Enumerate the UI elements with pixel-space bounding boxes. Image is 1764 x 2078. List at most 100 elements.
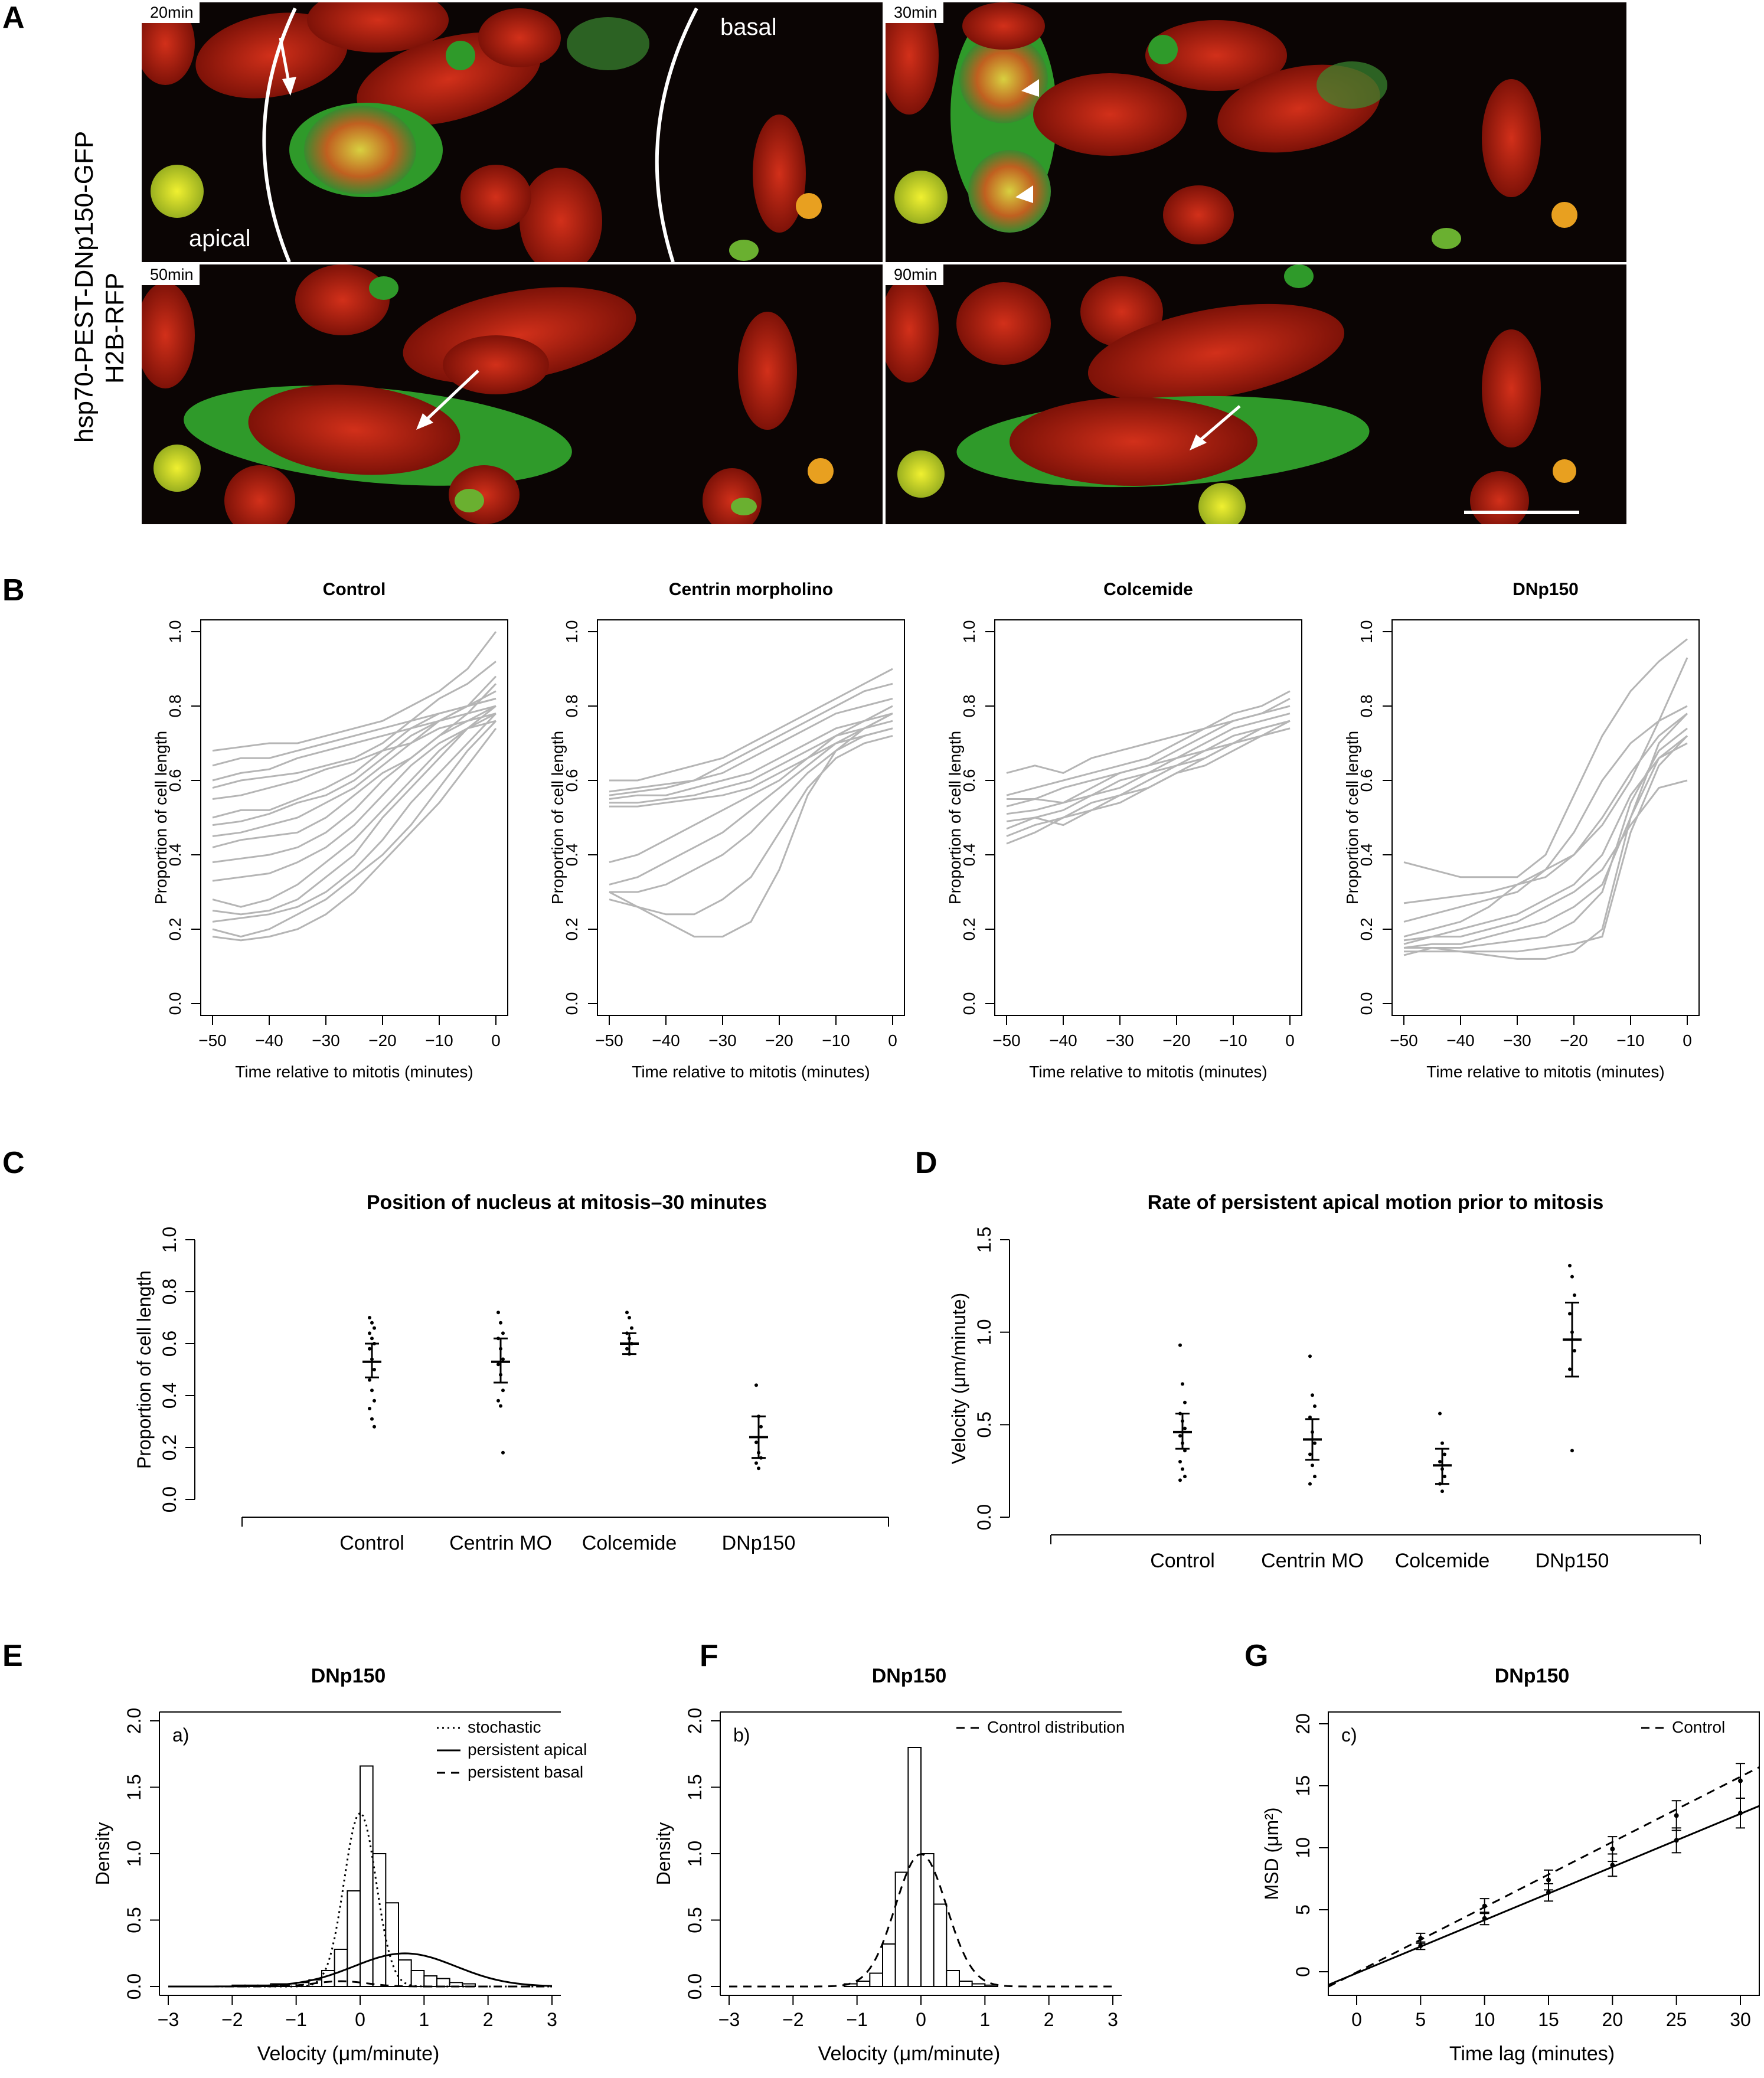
- panel-letter-d: D: [915, 1146, 937, 1180]
- legend-label: Control distribution: [987, 1718, 1125, 1736]
- dot-plot-c: Position of nucleus at mitosis–30 minute…: [133, 1191, 889, 1554]
- x-tick-label: −10: [1219, 1031, 1247, 1050]
- data-point: [1570, 1275, 1574, 1279]
- fit-line-solid: [1328, 1805, 1760, 1986]
- data-point: [1313, 1441, 1317, 1445]
- series-line-2: [1006, 690, 1291, 796]
- chart-title: DNp150: [872, 1665, 947, 1687]
- msd-point: [1674, 1813, 1679, 1818]
- x-axis-label: Time relative to mitotis (minutes): [1029, 1063, 1268, 1081]
- y-axis-label: Velocity (μm/minute): [948, 1293, 969, 1465]
- series-line-3: [1403, 705, 1688, 923]
- y-tick-label: 0.4: [1357, 844, 1376, 867]
- y-axis-label: Density: [92, 1822, 113, 1886]
- series-line-5: [609, 720, 893, 804]
- category-label: Colcemide: [582, 1532, 677, 1554]
- x-tick-label: 10: [1474, 2009, 1495, 2030]
- line-plot-b-centrin: Centrin morpholino 0.0 0.2 0.4 0.6 0.8 1.0 −50 −…: [548, 580, 905, 1081]
- series-line-16: [212, 727, 497, 942]
- y-axis-label: Proportion of cell length: [946, 731, 964, 904]
- y-tick-label: 0.2: [159, 1435, 180, 1461]
- y-tick-label: 20: [1292, 1713, 1314, 1734]
- chart-title: Control: [323, 580, 386, 599]
- y-tick-label: 1.5: [684, 1774, 705, 1800]
- data-point: [1568, 1312, 1572, 1316]
- series-line-11: [609, 713, 893, 938]
- panel-letter-a: A: [2, 1, 25, 35]
- data-point: [1308, 1452, 1312, 1456]
- legend-label: persistent basal: [468, 1763, 583, 1781]
- category-label: DNp150: [722, 1532, 796, 1554]
- histogram-f: DNp150 b) Control distribution −3 −2 −1 0 1 2 3 0.…: [653, 1665, 1125, 2065]
- x-tick-label: −40: [255, 1031, 283, 1050]
- y-tick-label: 0.0: [166, 992, 184, 1015]
- data-point: [368, 1331, 371, 1335]
- series-line-6: [212, 697, 496, 819]
- histogram-bar: [946, 1970, 960, 1987]
- y-tick-label: 5: [1292, 1904, 1314, 1915]
- x-axis-label: Time relative to mitotis (minutes): [235, 1063, 473, 1081]
- series-line-10: [212, 683, 497, 864]
- x-tick-label: 1: [979, 2009, 990, 2030]
- y-tick-label: 0.6: [563, 769, 581, 792]
- series-line-3: [609, 697, 893, 796]
- y-tick-label: 0.0: [563, 992, 581, 1015]
- curve-persistent-basal: [168, 1980, 552, 1988]
- y-tick-label: 1.0: [123, 1841, 145, 1867]
- y-tick-label: 0.0: [159, 1486, 180, 1512]
- plot-frame: [1328, 1711, 1760, 1996]
- series-line-10: [609, 734, 893, 916]
- data-point: [1440, 1489, 1444, 1494]
- data-point: [368, 1378, 371, 1382]
- series-line-7: [1403, 742, 1688, 949]
- x-axis-label: Time relative to mitotis (minutes): [632, 1063, 870, 1081]
- series-line-6: [1403, 779, 1688, 945]
- data-point: [1438, 1412, 1442, 1416]
- series-line-2: [212, 631, 497, 752]
- histogram-bar: [869, 1972, 884, 1987]
- category-label: Control: [339, 1532, 404, 1554]
- x-tick-label: −1: [285, 2009, 306, 2030]
- y-axis-label: Proportion of cell length: [548, 731, 567, 904]
- y-tick-label: 0.8: [960, 695, 978, 718]
- msd-point: [1738, 1778, 1743, 1783]
- data-point: [630, 1326, 633, 1330]
- y-tick-label: 0: [1292, 1966, 1314, 1977]
- category-label: DNp150: [1536, 1550, 1609, 1572]
- x-tick-label: −20: [765, 1031, 793, 1050]
- series-line-9: [1404, 735, 1688, 953]
- x-tick-label: −2: [221, 2009, 243, 2030]
- y-tick-label: 0.2: [1357, 918, 1376, 941]
- data-point: [368, 1407, 371, 1410]
- data-point: [1313, 1404, 1317, 1408]
- x-tick-label: 0: [1683, 1031, 1692, 1050]
- y-tick-label: 1.0: [1357, 620, 1376, 643]
- data-point: [499, 1321, 502, 1325]
- y-tick-label: 1.0: [166, 620, 184, 643]
- series-line-6: [609, 727, 893, 808]
- frame-time-label: 90min: [886, 264, 943, 285]
- data-point: [1183, 1475, 1187, 1479]
- series-line-4: [212, 661, 496, 789]
- panel-letter-f: F: [700, 1639, 718, 1673]
- y-tick-label: 0.5: [123, 1907, 145, 1933]
- micrograph-90min: 90min: [886, 264, 1626, 524]
- data-point: [754, 1383, 758, 1387]
- data-point: [368, 1347, 371, 1351]
- data-point: [1181, 1467, 1184, 1471]
- line-plot-b-control: Control 0.0 0.2 0.4 0.6 0.8 1.0 −50 −40 −30 −20 −10…: [152, 580, 508, 1081]
- chart-title: Centrin morpholino: [669, 580, 833, 599]
- msd-point: [1674, 1838, 1679, 1843]
- data-point: [1178, 1478, 1182, 1482]
- histogram-bar: [971, 1983, 986, 1987]
- data-point: [628, 1316, 631, 1319]
- y-tick-label: 1.0: [684, 1841, 705, 1867]
- plot-frame: [1391, 619, 1700, 1016]
- micrograph-30min: 30min: [886, 2, 1626, 262]
- x-tick-label: 0: [355, 2009, 365, 2030]
- series-line-7: [1006, 720, 1291, 830]
- histogram-bar: [347, 1890, 361, 1987]
- data-point: [1443, 1475, 1446, 1479]
- data-point: [1313, 1475, 1317, 1479]
- x-tick-label: −20: [1560, 1031, 1588, 1050]
